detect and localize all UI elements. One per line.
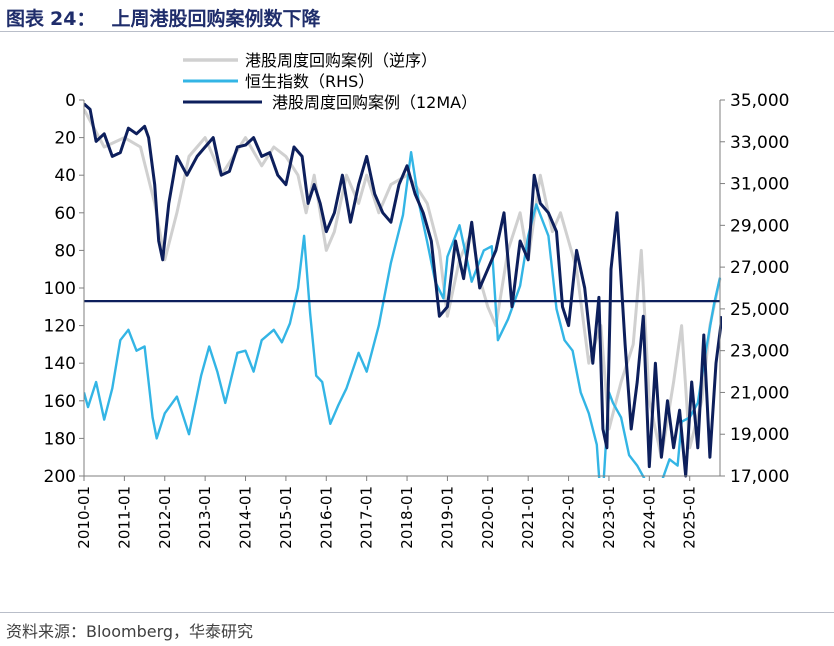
left-tick-label: 20 bbox=[54, 129, 76, 149]
ma12-buyback-series bbox=[84, 102, 722, 478]
x-tick-label: 2013-01 bbox=[196, 486, 214, 549]
left-tick-label: 160 bbox=[44, 392, 76, 412]
x-tick-label: 2023-01 bbox=[600, 486, 618, 549]
x-tick-label: 2020-01 bbox=[479, 486, 497, 549]
source-note: 资料来源：Bloomberg，华泰研究 bbox=[6, 622, 254, 641]
right-tick-label: 33,000 bbox=[730, 133, 789, 153]
right-tick-label: 21,000 bbox=[730, 383, 789, 403]
x-tick-label: 2024-01 bbox=[640, 486, 658, 549]
legend-label: 港股周度回购案例（12MA） bbox=[272, 93, 477, 112]
left-tick-label: 80 bbox=[54, 241, 76, 261]
right-tick-label: 17,000 bbox=[730, 467, 789, 487]
legend: 港股周度回购案例（逆序） 恒生指数（RHS） 港股周度回购案例（12MA） bbox=[179, 49, 512, 113]
x-tick-label: 2016-01 bbox=[317, 486, 335, 549]
legend-label: 恒生指数（RHS） bbox=[245, 72, 374, 91]
x-tick-label: 2022-01 bbox=[560, 486, 578, 549]
hsi-series bbox=[84, 150, 722, 478]
chart-title: 图表 24： 上周港股回购案例数下降 bbox=[6, 4, 320, 31]
footer-divider bbox=[0, 612, 834, 613]
series-layer bbox=[84, 102, 722, 478]
right-tick-label: 23,000 bbox=[730, 342, 789, 362]
x-tick-label: 2012-01 bbox=[156, 486, 174, 549]
x-tick-label: 2018-01 bbox=[398, 486, 416, 549]
figure-label: 图表 bbox=[6, 8, 45, 30]
left-tick-label: 60 bbox=[54, 204, 76, 224]
right-tick-label: 19,000 bbox=[730, 425, 789, 445]
legend-label: 港股周度回购案例（逆序） bbox=[245, 51, 437, 70]
combo-line-chart: 0 20 40 60 80 100 120 140 160 180 200 35,000 33,000 3… bbox=[44, 49, 790, 549]
legend-bg bbox=[179, 49, 453, 71]
figure-number: 24： bbox=[50, 8, 96, 30]
figure-title: 上周港股回购案例数下降 bbox=[111, 8, 321, 30]
title-divider bbox=[0, 31, 834, 32]
x-tick-label: 2010-01 bbox=[75, 486, 93, 549]
left-tick-label: 0 bbox=[65, 91, 76, 111]
x-tick-label: 2021-01 bbox=[519, 486, 537, 549]
weekly-buyback-series bbox=[84, 108, 722, 459]
x-tick-label: 2025-01 bbox=[681, 486, 699, 549]
legend-bg bbox=[179, 91, 512, 113]
left-tick-label: 200 bbox=[44, 467, 76, 487]
left-tick-label: 120 bbox=[44, 317, 76, 337]
left-tick-label: 100 bbox=[44, 279, 76, 299]
right-tick-label: 29,000 bbox=[730, 216, 789, 236]
left-tick-label: 40 bbox=[54, 166, 76, 186]
right-tick-label: 35,000 bbox=[730, 91, 789, 111]
right-tick-label: 25,000 bbox=[730, 300, 789, 320]
right-tick-label: 27,000 bbox=[730, 258, 789, 278]
x-tick-label: 2015-01 bbox=[277, 486, 295, 549]
right-tick-label: 31,000 bbox=[730, 175, 789, 195]
left-tick-label: 180 bbox=[44, 429, 76, 449]
x-tick-label: 2014-01 bbox=[237, 486, 255, 549]
x-tick-label: 2011-01 bbox=[115, 486, 133, 549]
x-tick-label: 2019-01 bbox=[438, 486, 456, 549]
x-tick-label: 2017-01 bbox=[358, 486, 376, 549]
left-tick-label: 140 bbox=[44, 354, 76, 374]
axes-layer: 0 20 40 60 80 100 120 140 160 180 200 35,000 33,000 3… bbox=[44, 91, 790, 549]
legend-bg bbox=[179, 70, 405, 92]
